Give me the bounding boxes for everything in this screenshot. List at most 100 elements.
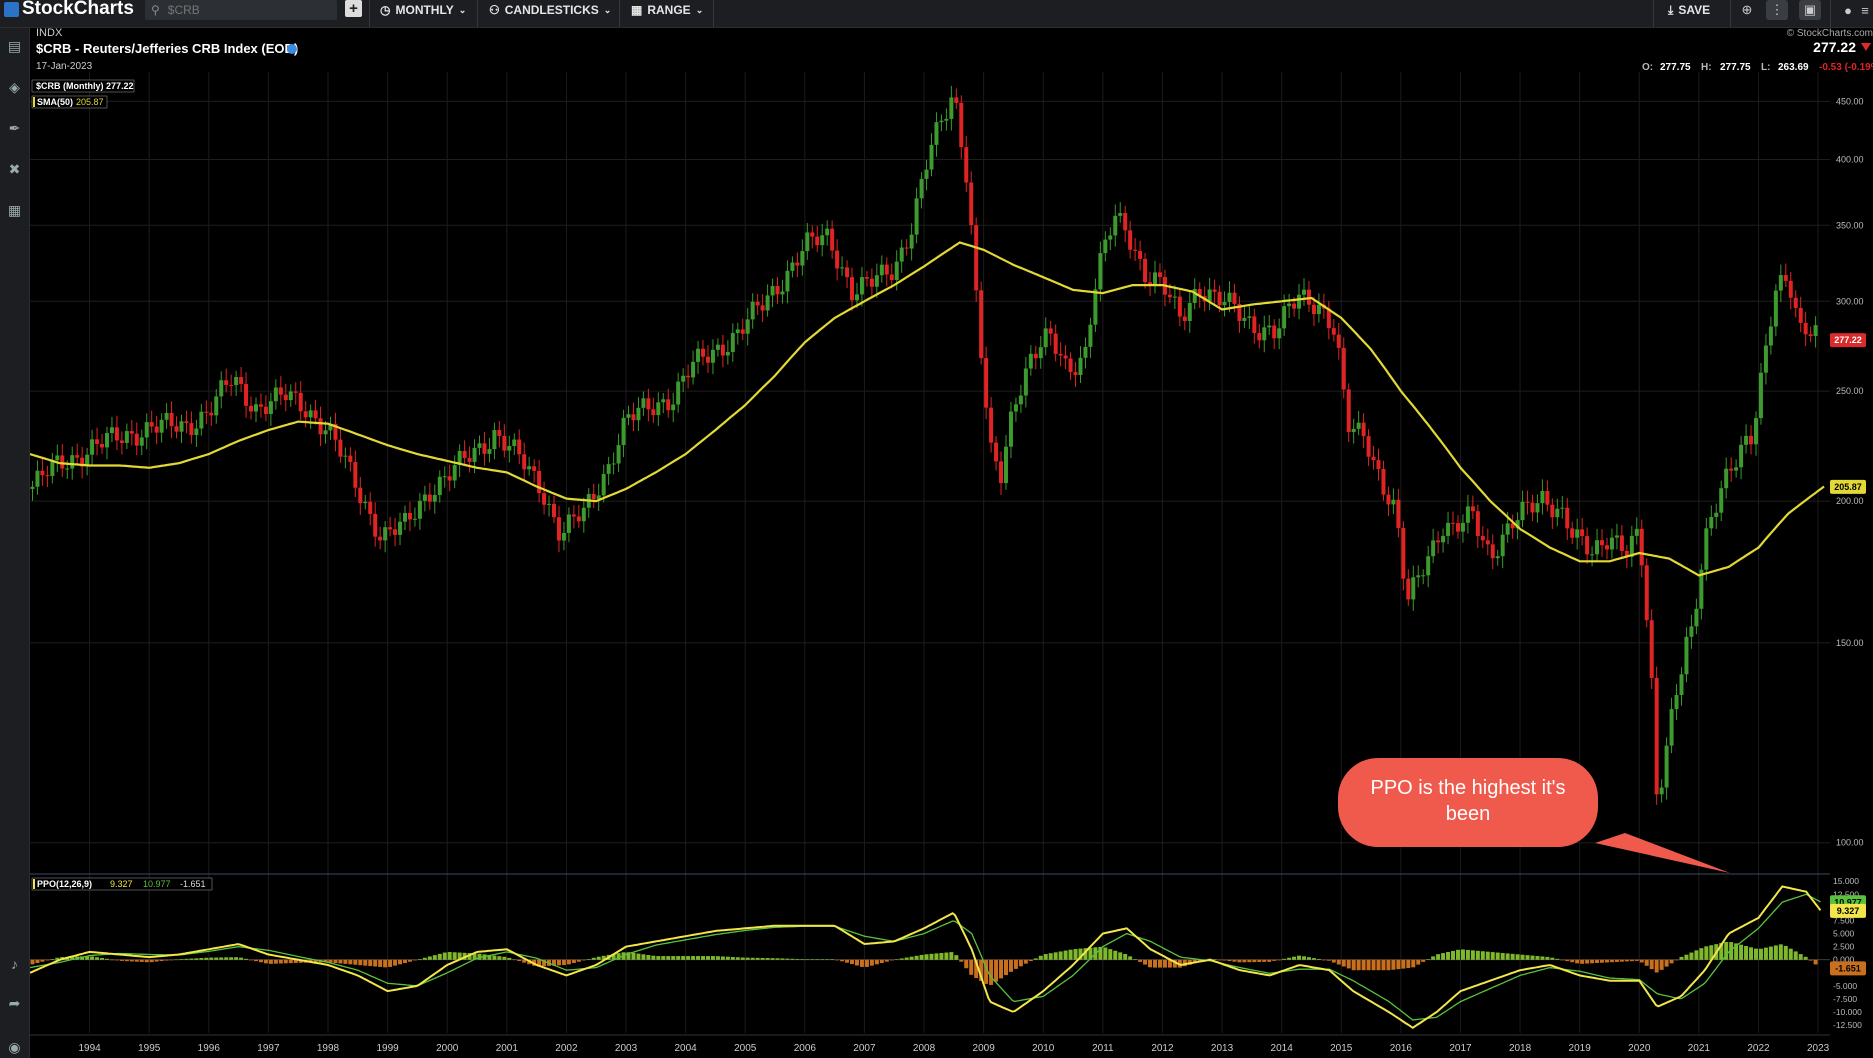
ppo-histogram-bar [1739,944,1744,960]
ppo-hist-badge: -1.651 [1835,963,1861,973]
ppo-histogram-bar [1302,956,1307,960]
chart-date: 17-Jan-2023 [36,61,93,72]
candle-body [1600,540,1605,546]
ppo-histogram-bar [795,958,800,960]
ppo-histogram-bar [616,953,621,960]
user-icon[interactable]: ● [1844,2,1852,18]
menu-icon[interactable]: ≡ [1861,2,1869,18]
legend-ppo-value: 9.327 [110,879,133,889]
candle-body [830,228,835,251]
ppo-histogram-bar [477,953,482,960]
stockcharts-logo[interactable]: StockCharts [4,0,134,19]
ppo-histogram-bar [1371,959,1376,971]
logo-text: StockCharts [22,0,134,19]
candle-body [1788,280,1793,298]
ppo-histogram-bar [864,959,869,967]
candle-body [879,264,884,276]
candle-body [1555,508,1560,518]
ppo-histogram-bar [1470,950,1475,960]
ppo-histogram-bar [457,952,462,960]
chart-style-dropdown[interactable]: ⚇ CANDLESTICKS ⌄ [489,0,611,20]
tools-icon[interactable]: ✖ [8,161,21,177]
candle-body [462,450,467,459]
ppo-histogram-bar [114,959,119,961]
candle-body [303,411,308,418]
period-dropdown[interactable]: ◷ MONTHLY ⌄ [380,0,466,20]
ppo-histogram-bar [1555,958,1560,960]
top-toolbar: StockCharts ⚲ + ◷ MONTHLY ⌄ ⚇ CANDLESTICKS ⌄… [0,0,1873,28]
year-label: 1998 [317,1043,340,1054]
ppo-histogram-bar [571,959,576,964]
year-label: 2014 [1271,1043,1294,1054]
ppo-histogram-bar [740,957,745,960]
candle-body [363,501,368,504]
ppo-histogram-bar [422,957,427,960]
symbol-search[interactable]: ⚲ [145,0,337,20]
candle-body [90,439,95,455]
add-button[interactable]: + [345,0,362,17]
ppo-histogram-bar [1709,945,1714,960]
save-button[interactable]: ⤓ SAVE [1668,0,1710,20]
ppo-histogram-bar [1684,954,1689,960]
paint-bucket-icon[interactable]: ◈ [9,79,20,95]
ppo-histogram-bar [750,957,755,960]
more-options-icon[interactable]: ⋮ [1766,0,1788,20]
candle-body [85,454,90,467]
crosshair-icon[interactable]: ⊕ [1741,2,1753,17]
candle-body [1297,294,1302,309]
layout-grid-icon[interactable]: ▦ [7,202,22,218]
chart-type-icon[interactable]: ▤ [7,38,22,54]
candle-body [169,412,174,427]
ppo-histogram-bar [1699,948,1704,960]
ppo-histogram-bar [249,959,254,961]
share-icon[interactable]: ➦ [8,995,21,1011]
add-symbol-icon[interactable] [287,44,297,54]
ppo-histogram-bar [45,959,50,961]
candle-body [209,412,214,416]
candle-body [1177,296,1182,317]
price-chart[interactable]: INDX $CRB - Reuters/Jefferies CRB Index (… [30,28,1873,1058]
candle-body [1495,556,1500,559]
candle-body [1023,368,1028,396]
candle-body [840,267,845,269]
ppo-histogram-bar [874,959,879,965]
ppo-histogram-bar [139,959,144,962]
candle-body [273,387,278,402]
ppo-histogram-bar [1073,949,1078,960]
ppo-histogram-bar [1083,948,1088,960]
candle-body [576,516,581,522]
ppo-histogram-bar [537,959,542,967]
range-dropdown[interactable]: ▦ RANGE ⌄ [631,0,703,20]
ppo-histogram-bar [1704,946,1709,960]
fullscreen-icon[interactable]: ▣ [1799,0,1821,20]
ppo-histogram-bar [363,959,368,966]
candle-body [398,521,403,535]
candle-body [636,407,641,421]
year-label: 1994 [78,1043,101,1054]
camera-icon[interactable]: ◉ [8,1039,21,1055]
ppo-histogram-bar [939,952,944,960]
ppo-histogram-bar [1187,959,1192,965]
bell-icon[interactable]: ♪ [11,955,18,972]
ppo-histogram-bar [1351,959,1356,971]
search-input[interactable] [165,2,320,18]
candle-body [1058,353,1063,356]
ppo-histogram-bar [681,956,686,960]
brush-icon[interactable]: ✒ [8,120,21,136]
sma-line [30,241,1825,577]
candle-body [1515,520,1520,529]
divider [713,0,714,27]
candle-body [1153,272,1157,285]
ppo-histogram-bar [859,959,864,967]
ppo-histogram-bar [119,959,124,961]
ppo-histogram-bar [1540,956,1545,960]
candle-body [1316,304,1321,315]
ppo-histogram-bar [989,959,994,985]
candle-body [815,236,820,246]
ppo-histogram-bar [179,959,184,960]
ppo-histogram-bar [735,957,740,960]
ppo-histogram-bar [512,959,517,961]
candle-body [1078,357,1083,375]
candle-body [278,387,283,395]
ppo-histogram-bar [427,956,432,960]
